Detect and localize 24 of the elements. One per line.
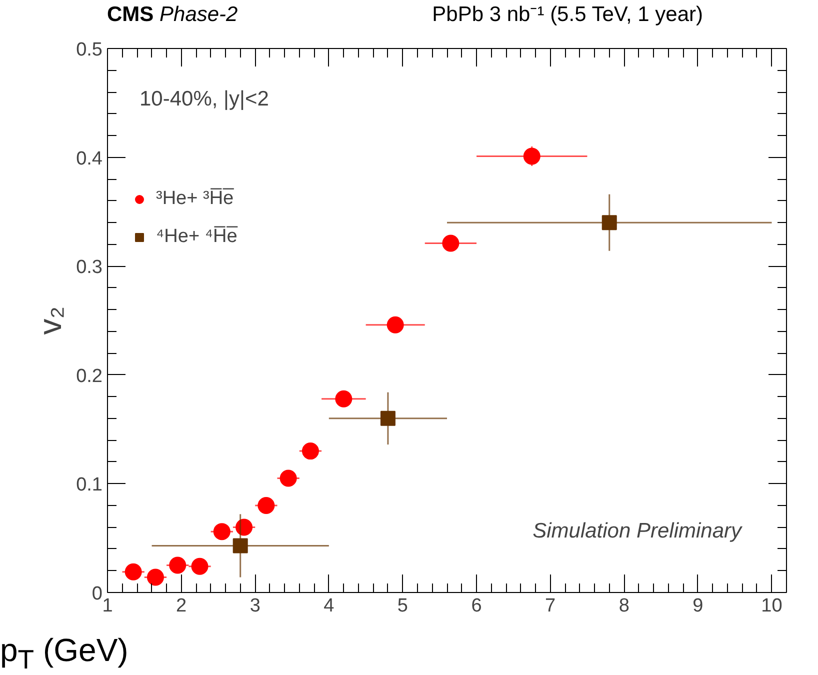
x-tick-label: 1: [102, 596, 113, 616]
x-tick-label: 6: [471, 596, 482, 616]
y-tick-label: 0.2: [76, 366, 103, 387]
chart-subtitle: PbPb 3 nb⁻¹ (5.5 TeV, 1 year): [432, 2, 703, 28]
legend-label: ⁴He+ ⁴H̅e̅: [156, 226, 238, 248]
y-tick-label: 0.1: [76, 474, 103, 496]
y-tick-label: 0.4: [76, 148, 103, 170]
annotation: 10-40%, |y|<2: [140, 88, 269, 110]
x-tick-label: 3: [250, 596, 260, 616]
x-axis-title: p$_{T}$ (GeV): [0, 632, 130, 675]
x-tick-label: 9: [692, 596, 704, 616]
annotation: Simulation Preliminary: [532, 520, 743, 542]
x-tick-label: 4: [324, 596, 335, 616]
x-tick-label: 7: [545, 596, 556, 616]
chart-title: CMS Phase-2: [107, 3, 238, 26]
legend-label: ³He+ ³H̅e̅: [156, 188, 234, 210]
y-tick-label: 0: [92, 584, 103, 604]
y-axis-title: v₂: [32, 306, 68, 335]
x-tick-label: 10: [761, 596, 782, 616]
y-tick-label: 0.3: [76, 257, 103, 278]
x-tick-label: 5: [397, 596, 408, 616]
x-tick-label: 2: [176, 596, 187, 616]
y-tick-label: 0.5: [76, 40, 103, 60]
x-tick-label: 8: [618, 596, 630, 616]
